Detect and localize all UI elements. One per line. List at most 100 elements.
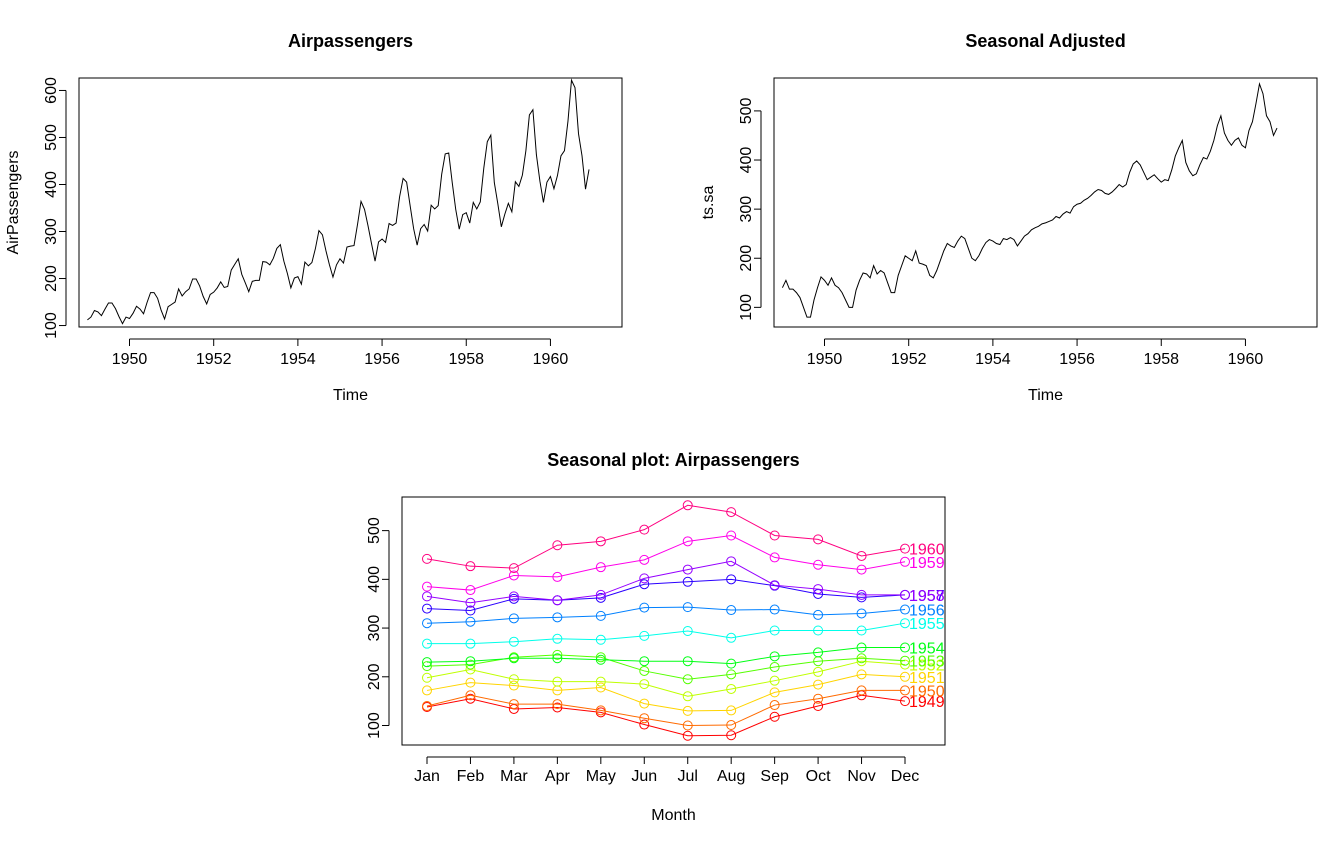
point-1955-feb xyxy=(465,638,476,649)
point-1960-dec xyxy=(900,543,910,554)
point-1951-oct xyxy=(813,679,824,690)
y-tick-label: 500 xyxy=(366,517,383,544)
series-line-1956 xyxy=(426,606,906,624)
y-tick-label: 200 xyxy=(738,245,755,272)
x-tick-label-dec: Dec xyxy=(891,768,919,785)
point-1953-nov xyxy=(856,653,867,664)
point-1956-dec xyxy=(900,604,910,615)
point-1949-feb xyxy=(465,693,476,704)
series-1950: 1950 xyxy=(422,683,945,731)
series-line-1950 xyxy=(426,689,905,727)
seasonal-plot-panel: Seasonal plot: Airpassengers Month 100 200 3… xyxy=(366,450,946,824)
point-1959-dec xyxy=(900,556,910,567)
point-1955-sep xyxy=(769,625,780,636)
point-1954-dec xyxy=(900,642,910,653)
x-tick-label-sep: Sep xyxy=(760,768,789,785)
point-1952-jun xyxy=(639,679,650,690)
point-1956-oct xyxy=(813,609,824,620)
series-1953: 1953 xyxy=(422,649,945,685)
point-1952-jul xyxy=(682,691,693,702)
plot-frame xyxy=(773,77,1318,328)
point-1954-sep xyxy=(769,651,780,662)
point-1955-nov xyxy=(856,625,867,636)
point-1957-jul xyxy=(682,576,693,587)
point-1959-feb xyxy=(465,585,476,596)
point-1953-feb xyxy=(465,659,476,670)
point-1958-jul xyxy=(682,564,693,575)
point-1958-jun xyxy=(639,573,650,584)
point-1958-oct xyxy=(813,584,824,595)
y-tick-label: 200 xyxy=(366,663,383,690)
point-1957-mar xyxy=(508,593,519,604)
y-axis-label: ts.sa xyxy=(700,186,717,220)
series-line xyxy=(781,81,1278,318)
y-axis-label: AirPassengers xyxy=(5,150,22,254)
series-1955: 1955 xyxy=(422,616,945,649)
point-1952-aug xyxy=(726,683,737,694)
series-label-1954: 1954 xyxy=(909,641,945,658)
point-1951-jun xyxy=(639,698,650,709)
point-1957-feb xyxy=(465,605,476,616)
point-1952-oct xyxy=(813,666,824,677)
x-tick-label-may: May xyxy=(586,768,616,785)
point-1952-mar xyxy=(508,674,519,685)
x-tick-label-nov: Nov xyxy=(847,768,875,785)
point-1950-aug xyxy=(726,720,737,731)
point-1952-apr xyxy=(552,676,563,687)
y-tick-label: 200 xyxy=(43,265,60,292)
point-1956-apr xyxy=(552,612,563,623)
point-1960-feb xyxy=(465,561,476,572)
point-1950-nov xyxy=(856,685,867,696)
point-1953-dec xyxy=(900,655,910,666)
x-axis-label: Time xyxy=(333,387,368,404)
point-1955-jan xyxy=(422,638,432,649)
point-1957-jun xyxy=(639,579,650,590)
point-1954-oct xyxy=(813,647,824,658)
point-1955-dec xyxy=(900,618,910,629)
x-tick-label: 1952 xyxy=(891,351,927,368)
x-tick-label: 1952 xyxy=(196,351,232,368)
point-1959-jul xyxy=(682,536,693,547)
point-1958-apr xyxy=(552,595,563,606)
point-1955-jul xyxy=(682,625,693,636)
series-label-1956: 1956 xyxy=(909,603,945,620)
series-label-1959: 1959 xyxy=(909,555,945,572)
x-tick-label: 1958 xyxy=(448,351,484,368)
point-1959-sep xyxy=(769,552,780,563)
point-1951-may xyxy=(595,682,606,693)
point-1955-aug xyxy=(726,632,737,643)
point-1951-jul xyxy=(682,705,693,716)
series-1960: 1960 xyxy=(422,500,945,574)
x-tick-label-jul: Jul xyxy=(678,768,698,785)
point-1950-feb xyxy=(465,690,476,701)
point-1954-apr xyxy=(552,653,563,664)
point-1959-nov xyxy=(856,564,867,575)
y-tick-label: 600 xyxy=(43,77,60,104)
point-1956-jan xyxy=(422,618,432,629)
point-1956-jul xyxy=(682,602,693,613)
x-tick-label-oct: Oct xyxy=(806,768,831,785)
series-line xyxy=(87,78,590,325)
point-1958-dec xyxy=(900,589,910,600)
point-1960-mar xyxy=(508,563,519,574)
series-label-1952: 1952 xyxy=(909,658,945,675)
series-line-1951 xyxy=(426,673,906,712)
point-1949-jul xyxy=(682,730,693,741)
point-1959-aug xyxy=(726,530,737,541)
point-1955-jun xyxy=(639,630,650,641)
airpassengers-panel: Airpassengers Time AirPassengers 100 200 300 4… xyxy=(5,31,623,404)
y-tick-label: 100 xyxy=(43,312,60,339)
point-1957-jan xyxy=(422,603,432,614)
point-1959-jun xyxy=(639,554,650,565)
point-1953-aug xyxy=(726,669,737,680)
plot-frame xyxy=(78,77,623,328)
point-1951-feb xyxy=(465,677,476,688)
x-tick-label-jan: Jan xyxy=(414,768,440,785)
point-1954-jul xyxy=(682,656,693,667)
point-1950-apr xyxy=(552,699,563,710)
series-1956: 1956 xyxy=(422,602,945,629)
point-1960-may xyxy=(595,536,606,547)
x-tick-label-apr: Apr xyxy=(545,768,571,785)
x-tick-label: 1956 xyxy=(1059,351,1095,368)
